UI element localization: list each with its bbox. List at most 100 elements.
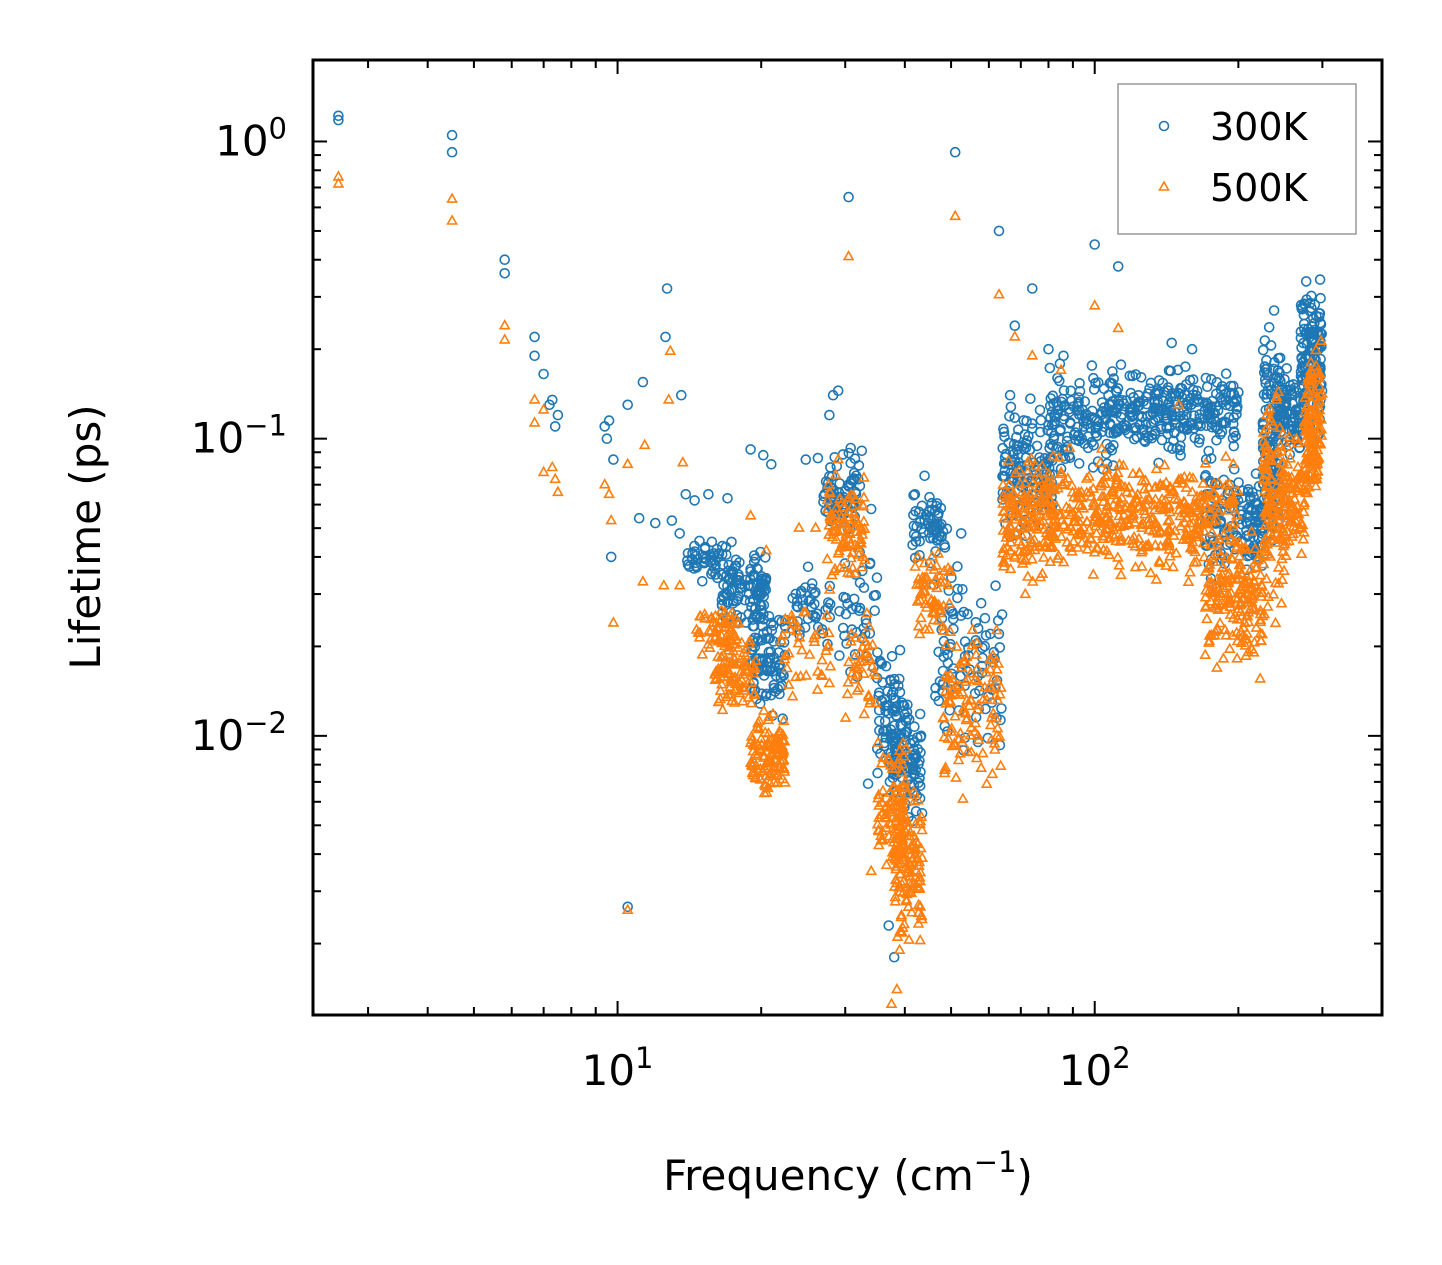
data-point-300k bbox=[849, 649, 861, 660]
data-point-500k bbox=[836, 496, 849, 507]
data-point-500k bbox=[863, 697, 876, 708]
data-point-500k bbox=[1026, 553, 1038, 564]
data-point-500k bbox=[1310, 468, 1323, 480]
data-point-500k bbox=[1158, 458, 1171, 470]
data-point-500k bbox=[938, 576, 951, 587]
data-point-500k bbox=[1245, 525, 1258, 536]
data-point-300k bbox=[975, 597, 987, 609]
data-point-300k bbox=[908, 737, 920, 748]
data-point-500k bbox=[980, 777, 993, 789]
data-point-500k bbox=[1089, 507, 1102, 519]
data-point-300k bbox=[1025, 393, 1036, 405]
data-point-500k bbox=[1069, 511, 1081, 522]
data-point-500k bbox=[1064, 508, 1077, 520]
data-point-500k bbox=[1020, 493, 1033, 504]
data-point-500k bbox=[957, 655, 970, 666]
data-point-500k bbox=[842, 491, 855, 502]
data-point-300k bbox=[765, 458, 777, 470]
data-point-500k bbox=[1203, 634, 1216, 646]
data-point-500k bbox=[886, 832, 899, 843]
data-point-300k bbox=[762, 633, 774, 644]
data-point-500k bbox=[718, 639, 731, 651]
data-point-500k bbox=[1255, 634, 1268, 646]
data-point-500k bbox=[607, 616, 620, 627]
data-point-500k bbox=[1270, 390, 1283, 401]
data-point-300k bbox=[1216, 417, 1227, 429]
data-point-500k bbox=[873, 799, 885, 810]
data-point-500k bbox=[880, 858, 893, 870]
data-point-500k bbox=[743, 637, 756, 649]
data-point-300k bbox=[1139, 436, 1151, 448]
data-point-300k bbox=[1188, 410, 1200, 421]
data-point-300k bbox=[1210, 416, 1222, 428]
data-point-500k bbox=[778, 735, 791, 746]
data-point-500k bbox=[1089, 510, 1102, 522]
data-point-300k bbox=[733, 574, 745, 586]
data-point-300k bbox=[883, 920, 895, 931]
data-point-500k bbox=[1101, 523, 1114, 535]
data-point-500k bbox=[1158, 502, 1170, 514]
data-point-300k bbox=[727, 573, 739, 584]
data-point-500k bbox=[957, 792, 969, 803]
data-point-300k bbox=[730, 554, 742, 566]
data-point-300k bbox=[753, 584, 764, 596]
data-point-500k bbox=[332, 177, 345, 188]
data-point-500k bbox=[748, 687, 761, 698]
data-point-300k bbox=[889, 738, 900, 750]
data-point-500k bbox=[1206, 552, 1219, 563]
data-point-300k bbox=[744, 596, 756, 608]
data-point-500k bbox=[1138, 483, 1151, 494]
data-point-500k bbox=[1175, 472, 1187, 484]
data-point-500k bbox=[1259, 519, 1272, 530]
data-point-500k bbox=[1150, 573, 1163, 584]
data-point-300k bbox=[1223, 412, 1235, 423]
data-point-300k bbox=[834, 650, 845, 661]
data-point-300k bbox=[706, 536, 718, 548]
data-point-500k bbox=[1029, 459, 1042, 471]
data-point-300k bbox=[1164, 422, 1176, 434]
data-point-300k bbox=[1281, 393, 1293, 404]
data-point-500k bbox=[1149, 538, 1162, 550]
data-point-500k bbox=[748, 737, 760, 749]
data-point-300k bbox=[952, 561, 963, 572]
data-point-500k bbox=[898, 917, 911, 929]
data-point-500k bbox=[914, 817, 926, 829]
data-point-300k bbox=[879, 715, 891, 727]
data-point-500k bbox=[1302, 435, 1315, 447]
data-point-300k bbox=[756, 656, 767, 668]
data-point-500k bbox=[914, 900, 927, 911]
data-point-300k bbox=[666, 515, 678, 526]
data-point-300k bbox=[873, 687, 885, 699]
data-point-500k bbox=[989, 689, 1002, 701]
data-point-500k bbox=[728, 696, 741, 707]
data-point-500k bbox=[1238, 577, 1251, 589]
data-point-500k bbox=[703, 624, 715, 635]
data-point-300k bbox=[1061, 435, 1073, 447]
data-point-500k bbox=[712, 695, 725, 707]
data-point-500k bbox=[1211, 544, 1224, 556]
data-point-300k bbox=[1220, 368, 1232, 380]
data-point-300k bbox=[1112, 261, 1124, 272]
data-point-500k bbox=[1281, 497, 1294, 509]
data-point-500k bbox=[1310, 343, 1322, 355]
data-point-500k bbox=[1053, 451, 1066, 462]
data-point-500k bbox=[1023, 487, 1036, 499]
data-point-500k bbox=[1083, 470, 1095, 481]
data-point-500k bbox=[914, 933, 927, 945]
data-point-500k bbox=[727, 651, 740, 663]
data-point-500k bbox=[1203, 558, 1216, 569]
data-point-300k bbox=[740, 574, 751, 586]
data-point-500k bbox=[858, 491, 870, 502]
data-point-500k bbox=[944, 625, 957, 637]
data-point-300k bbox=[914, 780, 926, 792]
data-point-500k bbox=[964, 693, 977, 704]
data-point-500k bbox=[1262, 453, 1275, 464]
data-point-500k bbox=[782, 678, 795, 689]
data-point-500k bbox=[796, 643, 808, 655]
data-point-500k bbox=[1095, 442, 1108, 453]
data-point-300k bbox=[1009, 320, 1021, 332]
data-point-500k bbox=[1007, 497, 1019, 508]
data-point-300k bbox=[907, 734, 918, 746]
data-point-500k bbox=[851, 684, 864, 695]
data-point-500k bbox=[1276, 573, 1289, 585]
